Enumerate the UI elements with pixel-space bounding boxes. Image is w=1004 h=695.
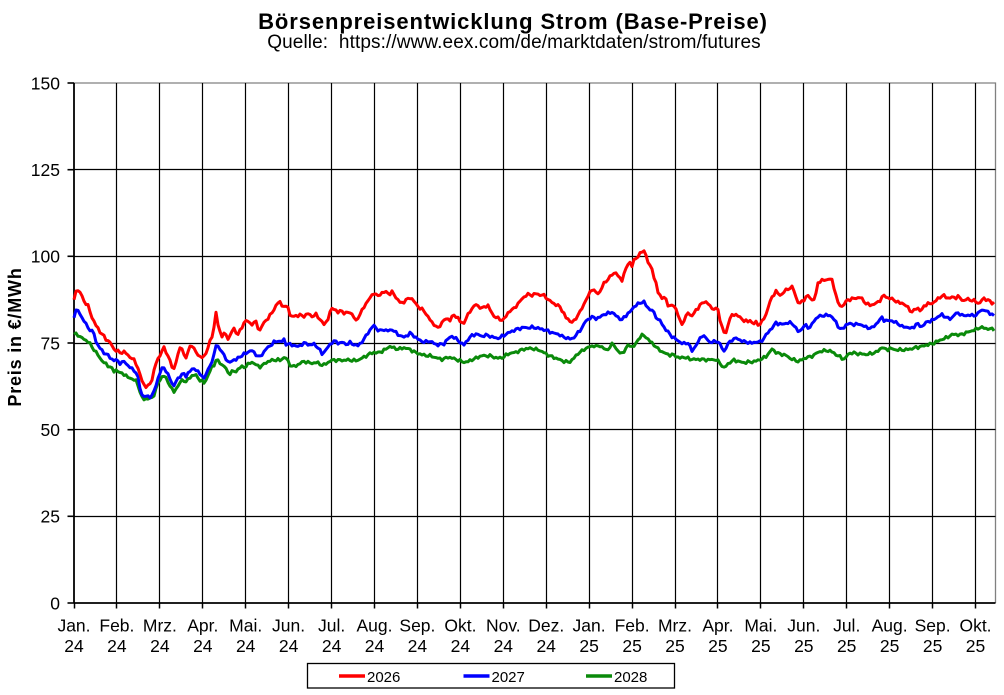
svg-text:25: 25: [794, 636, 813, 656]
svg-text:2028: 2028: [614, 669, 647, 686]
svg-text:25: 25: [751, 636, 770, 656]
svg-text:Feb.: Feb.: [615, 616, 650, 636]
svg-text:Okt.: Okt.: [444, 616, 476, 636]
svg-text:25: 25: [579, 636, 598, 656]
svg-text:24: 24: [150, 636, 170, 656]
svg-text:Dez.: Dez.: [528, 616, 564, 636]
svg-text:25: 25: [923, 636, 942, 656]
svg-text:24: 24: [193, 636, 213, 656]
svg-text:Jul.: Jul.: [318, 616, 345, 636]
svg-text:Jun.: Jun.: [272, 616, 305, 636]
svg-text:24: 24: [365, 636, 385, 656]
svg-text:50: 50: [41, 420, 61, 440]
svg-text:Jul.: Jul.: [833, 616, 860, 636]
svg-text:Apr.: Apr.: [187, 616, 218, 636]
svg-text:Jan.: Jan.: [57, 616, 90, 636]
svg-text:Nov.: Nov.: [486, 616, 521, 636]
svg-text:Jan.: Jan.: [573, 616, 606, 636]
svg-text:2027: 2027: [492, 669, 525, 686]
svg-text:Preis in €/MWh: Preis in €/MWh: [5, 267, 25, 406]
svg-text:0: 0: [50, 593, 60, 613]
svg-text:25: 25: [966, 636, 985, 656]
svg-text:Aug.: Aug.: [872, 616, 908, 636]
svg-text:Mai.: Mai.: [744, 616, 777, 636]
svg-text:24: 24: [494, 636, 514, 656]
svg-text:Mrz.: Mrz.: [143, 616, 177, 636]
svg-text:25: 25: [665, 636, 684, 656]
svg-text:150: 150: [31, 73, 60, 93]
svg-text:25: 25: [837, 636, 856, 656]
svg-text:24: 24: [236, 636, 256, 656]
svg-text:Feb.: Feb.: [99, 616, 134, 636]
svg-text:Apr.: Apr.: [702, 616, 733, 636]
svg-text:100: 100: [31, 247, 60, 267]
svg-text:24: 24: [322, 636, 342, 656]
svg-text:2026: 2026: [367, 669, 400, 686]
svg-text:125: 125: [31, 160, 60, 180]
svg-text:Aug.: Aug.: [357, 616, 393, 636]
svg-text:25: 25: [880, 636, 899, 656]
svg-text:25: 25: [708, 636, 727, 656]
svg-text:75: 75: [41, 333, 60, 353]
svg-text:Jun.: Jun.: [787, 616, 820, 636]
svg-text:24: 24: [279, 636, 299, 656]
svg-text:24: 24: [408, 636, 428, 656]
svg-text:24: 24: [451, 636, 471, 656]
svg-text:Mai.: Mai.: [229, 616, 262, 636]
svg-text:24: 24: [64, 636, 84, 656]
svg-text:25: 25: [622, 636, 641, 656]
svg-text:Mrz.: Mrz.: [658, 616, 692, 636]
svg-text:Sep.: Sep.: [915, 616, 951, 636]
svg-text:24: 24: [107, 636, 127, 656]
svg-text:Sep.: Sep.: [399, 616, 435, 636]
svg-text:Okt.: Okt.: [959, 616, 991, 636]
svg-text:24: 24: [536, 636, 556, 656]
svg-text:25: 25: [41, 507, 60, 527]
